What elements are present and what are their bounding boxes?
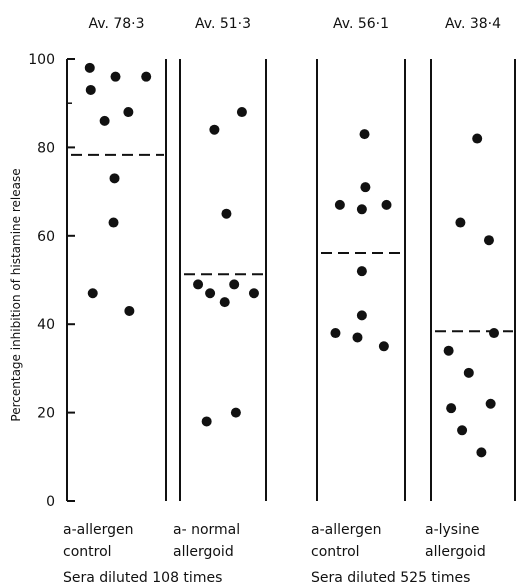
panel-1-label-line2: control: [63, 544, 112, 560]
data-point: [219, 297, 230, 308]
y-axis-label: Percentage inhibition of histamine relea…: [9, 168, 23, 421]
data-point: [230, 407, 241, 418]
y-tick-label-0: 0: [46, 494, 55, 510]
data-point: [236, 107, 247, 118]
dilution-label-1: Sera diluted 108 times: [63, 570, 222, 585]
data-point: [443, 345, 454, 356]
data-point: [141, 71, 152, 82]
panel-3-label-line1: a-allergen: [311, 522, 382, 538]
y-tick-label-20: 20: [37, 406, 55, 422]
data-point: [378, 341, 389, 352]
data-point: [124, 305, 135, 316]
data-point: [87, 288, 98, 299]
data-point: [99, 115, 110, 126]
data-point: [123, 107, 134, 118]
panel-4-average-label: Av. 38·4: [445, 16, 501, 32]
y-tick-label-40: 40: [37, 317, 55, 333]
panel-1-label-line1: a-allergen: [63, 522, 134, 538]
panel-4-label-line2: allergoid: [425, 544, 486, 560]
data-point: [472, 133, 483, 144]
data-point: [205, 288, 216, 299]
data-point: [356, 266, 367, 277]
panel-1-average-label: Av. 78·3: [88, 16, 144, 32]
dilution-label-2: Sera diluted 525 times: [311, 570, 470, 585]
data-point: [193, 279, 204, 290]
data-point: [110, 71, 121, 82]
data-point: [108, 217, 119, 228]
data-point: [109, 173, 120, 184]
data-point: [359, 129, 370, 140]
data-point: [381, 199, 392, 210]
data-point: [221, 208, 232, 219]
point-layer: [84, 62, 499, 458]
data-point: [85, 84, 96, 95]
y-tick-label-100: 100: [28, 52, 55, 68]
y-tick-label-80: 80: [37, 140, 55, 156]
data-point: [360, 182, 371, 193]
data-point: [248, 288, 259, 299]
data-point: [209, 124, 220, 135]
data-point: [489, 328, 499, 339]
data-point: [229, 279, 240, 290]
data-point: [352, 332, 363, 343]
panel-2-label-line2: allergoid: [173, 544, 234, 560]
axis-layer: 0 20 40 60 80 100: [28, 52, 75, 510]
data-point: [446, 403, 457, 414]
panel-3-average-label: Av. 56·1: [333, 16, 389, 32]
panel-4-label-line1: a-lysine: [425, 522, 479, 538]
data-point: [457, 425, 468, 436]
data-point: [356, 310, 367, 321]
data-point: [463, 367, 474, 378]
data-point: [330, 328, 341, 339]
data-point: [334, 199, 345, 210]
data-point: [356, 204, 367, 215]
panel-2-label-line1: a- normal: [173, 522, 240, 538]
data-point: [201, 416, 212, 427]
data-point: [455, 217, 466, 228]
data-point: [485, 398, 496, 409]
panel-2-average-label: Av. 51·3: [195, 16, 251, 32]
data-point: [476, 447, 487, 458]
data-point: [483, 235, 494, 246]
panel-layer: Av. 78·3 a-allergen control Av. 51·3 a- norm…: [63, 16, 516, 560]
data-point: [84, 62, 95, 73]
panel-3-label-line2: control: [311, 544, 360, 560]
y-tick-label-60: 60: [37, 229, 55, 245]
